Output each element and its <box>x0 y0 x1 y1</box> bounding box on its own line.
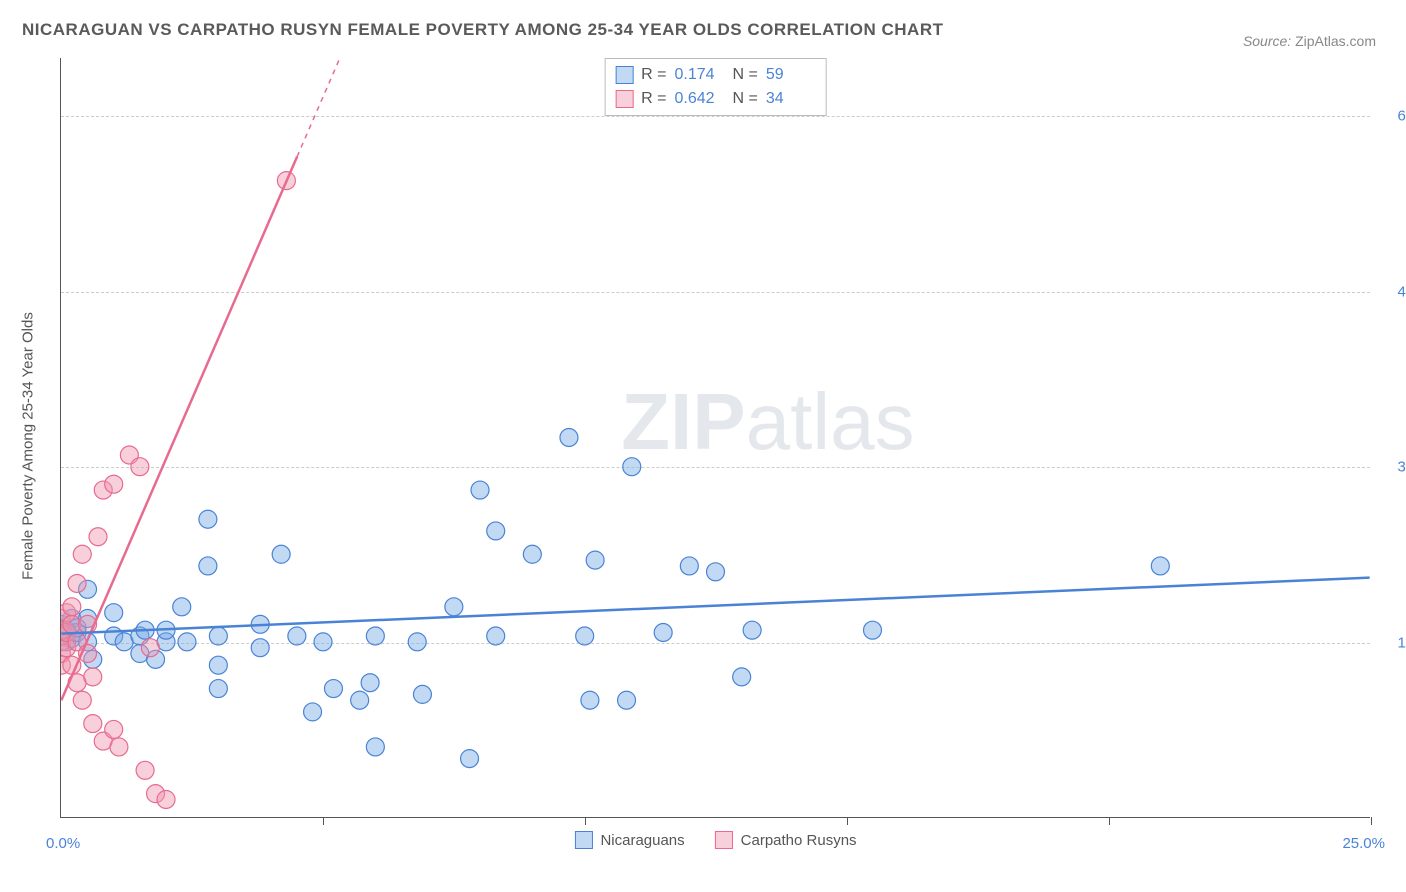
data-point <box>131 458 149 476</box>
data-point <box>178 633 196 651</box>
legend: Nicaraguans Carpatho Rusyns <box>574 831 856 849</box>
data-point <box>366 738 384 756</box>
correlation-stats-box: R = 0.174 N = 59 R = 0.642 N = 34 <box>604 58 827 116</box>
x-tick <box>323 817 324 825</box>
trend-line-dashed <box>297 58 340 157</box>
data-point <box>361 674 379 692</box>
data-point <box>136 761 154 779</box>
r-label: R = <box>641 63 666 87</box>
stats-row-series-1: R = 0.174 N = 59 <box>615 63 816 87</box>
source-label: Source: <box>1243 33 1291 49</box>
y-axis-label: Female Poverty Among 25-34 Year Olds <box>20 312 37 580</box>
data-point <box>733 668 751 686</box>
data-point <box>209 627 227 645</box>
data-point <box>157 790 175 808</box>
y-tick-label: 30.0% <box>1380 459 1406 476</box>
n-label: N = <box>733 63 758 87</box>
x-tick <box>1371 817 1372 825</box>
x-origin-label: 0.0% <box>46 835 80 852</box>
data-point <box>304 703 322 721</box>
source-attribution: Source: ZipAtlas.com <box>1243 33 1376 49</box>
data-point <box>251 639 269 657</box>
n-value-1: 59 <box>766 63 816 87</box>
data-point <box>288 627 306 645</box>
y-tick-label: 15.0% <box>1380 634 1406 651</box>
data-point <box>84 715 102 733</box>
data-point <box>487 522 505 540</box>
n-value-2: 34 <box>766 87 816 111</box>
data-point <box>445 598 463 616</box>
data-point <box>105 604 123 622</box>
data-point <box>209 656 227 674</box>
r-value-2: 0.642 <box>675 87 725 111</box>
data-point <box>272 545 290 563</box>
data-point <box>413 685 431 703</box>
data-point <box>461 750 479 768</box>
legend-item-2: Carpatho Rusyns <box>715 831 857 849</box>
source-value: ZipAtlas.com <box>1295 33 1376 49</box>
chart-title: NICARAGUAN VS CARPATHO RUSYN FEMALE POVE… <box>22 20 943 40</box>
scatter-svg <box>61 58 1370 817</box>
data-point <box>586 551 604 569</box>
legend-swatch-2 <box>715 831 733 849</box>
legend-item-1: Nicaraguans <box>574 831 684 849</box>
data-point <box>105 475 123 493</box>
swatch-series-2 <box>615 90 633 108</box>
trend-line <box>61 578 1369 634</box>
swatch-series-1 <box>615 66 633 84</box>
data-point <box>743 621 761 639</box>
chart-plot-area: R = 0.174 N = 59 R = 0.642 N = 34 ZIPatl… <box>60 58 1370 818</box>
data-point <box>560 429 578 447</box>
data-point <box>68 574 86 592</box>
x-tick <box>1109 817 1110 825</box>
data-point <box>618 691 636 709</box>
data-point <box>487 627 505 645</box>
y-tick-label: 45.0% <box>1380 283 1406 300</box>
data-point <box>63 598 81 616</box>
x-tick <box>847 817 848 825</box>
data-point <box>314 633 332 651</box>
data-point <box>623 458 641 476</box>
x-end-label: 25.0% <box>1342 835 1385 852</box>
data-point <box>408 633 426 651</box>
data-point <box>209 680 227 698</box>
data-point <box>351 691 369 709</box>
data-point <box>110 738 128 756</box>
data-point <box>89 528 107 546</box>
n-label: N = <box>733 87 758 111</box>
legend-swatch-1 <box>574 831 592 849</box>
x-tick <box>585 817 586 825</box>
data-point <box>84 668 102 686</box>
data-point <box>173 598 191 616</box>
data-point <box>864 621 882 639</box>
data-point <box>73 545 91 563</box>
data-point <box>523 545 541 563</box>
data-point <box>1151 557 1169 575</box>
data-point <box>707 563 725 581</box>
data-point <box>654 624 672 642</box>
data-point <box>471 481 489 499</box>
r-label: R = <box>641 87 666 111</box>
stats-row-series-2: R = 0.642 N = 34 <box>615 87 816 111</box>
data-point <box>576 627 594 645</box>
data-point <box>680 557 698 575</box>
data-point <box>105 720 123 738</box>
legend-label-1: Nicaraguans <box>600 832 684 849</box>
data-point <box>73 691 91 709</box>
data-point <box>581 691 599 709</box>
data-point <box>199 557 217 575</box>
legend-label-2: Carpatho Rusyns <box>741 832 857 849</box>
y-tick-label: 60.0% <box>1380 108 1406 125</box>
data-point <box>324 680 342 698</box>
data-point <box>141 639 159 657</box>
data-point <box>199 510 217 528</box>
data-point <box>366 627 384 645</box>
r-value-1: 0.174 <box>675 63 725 87</box>
